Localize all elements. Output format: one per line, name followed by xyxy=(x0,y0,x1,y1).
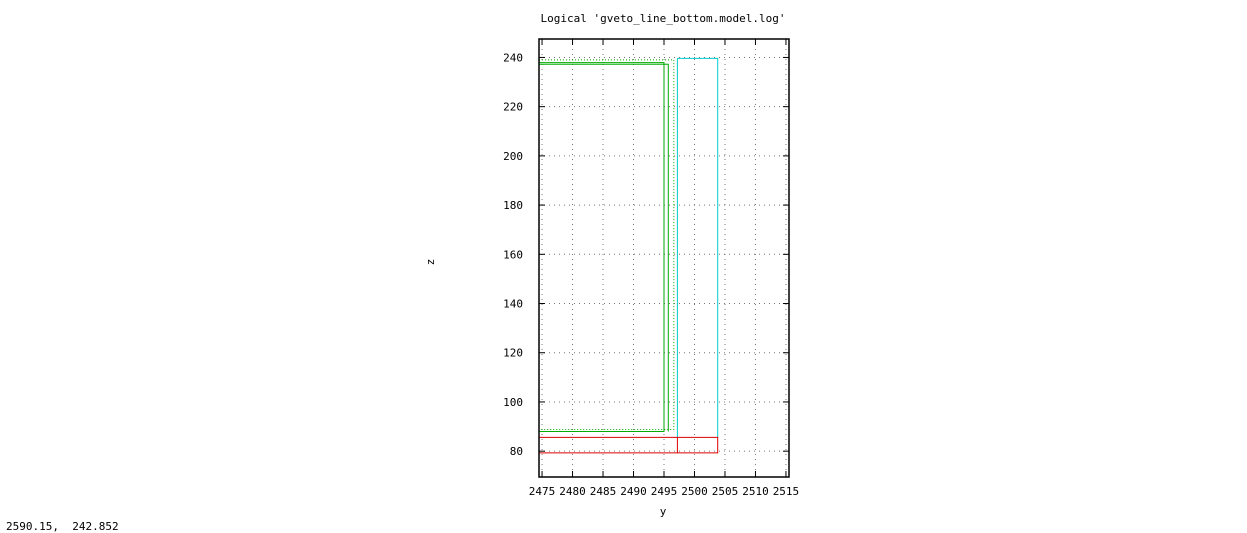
x-tick-label: 2510 xyxy=(742,485,769,498)
y-tick-label: 180 xyxy=(503,199,523,212)
y-tick-label: 240 xyxy=(503,51,523,64)
series-line-5 xyxy=(539,436,719,454)
x-tick-label: 2480 xyxy=(559,485,586,498)
y-tick-label: 220 xyxy=(503,101,523,114)
x-tick-label: 2475 xyxy=(529,485,556,498)
x-tick-labels: 2475 2480 2485 2490 2495 2500 2505 2510 2515 xyxy=(529,485,799,498)
x-tick-label: 2490 xyxy=(620,485,647,498)
series-line-0 xyxy=(539,62,665,432)
cursor-coordinates: 2590.15, 242.852 xyxy=(6,520,119,533)
series-line-4 xyxy=(677,57,719,438)
series-line-2 xyxy=(539,59,675,430)
x-tick-label: 2515 xyxy=(773,485,800,498)
x-tick-label: 2500 xyxy=(681,485,708,498)
y-tick-label: 80 xyxy=(510,445,523,458)
y-tick-labels: 80 100 120 140 160 180 200 220 240 xyxy=(503,51,523,458)
chart-title: Logical 'gveto_line_bottom.model.log' xyxy=(540,12,785,25)
y-tick-label: 100 xyxy=(503,396,523,409)
y-axis-label: z xyxy=(424,259,437,266)
x-tick-label: 2485 xyxy=(590,485,617,498)
y-tick-label: 140 xyxy=(503,298,523,311)
y-tick-label: 160 xyxy=(503,248,523,261)
x-tick-label: 2495 xyxy=(651,485,678,498)
y-tick-label: 120 xyxy=(503,347,523,360)
series-line-1 xyxy=(539,63,669,432)
series-group xyxy=(539,57,719,454)
x-axis-label: y xyxy=(660,505,667,518)
x-tick-label: 2505 xyxy=(712,485,739,498)
y-tick-label: 200 xyxy=(503,150,523,163)
tick-marks xyxy=(539,39,789,477)
